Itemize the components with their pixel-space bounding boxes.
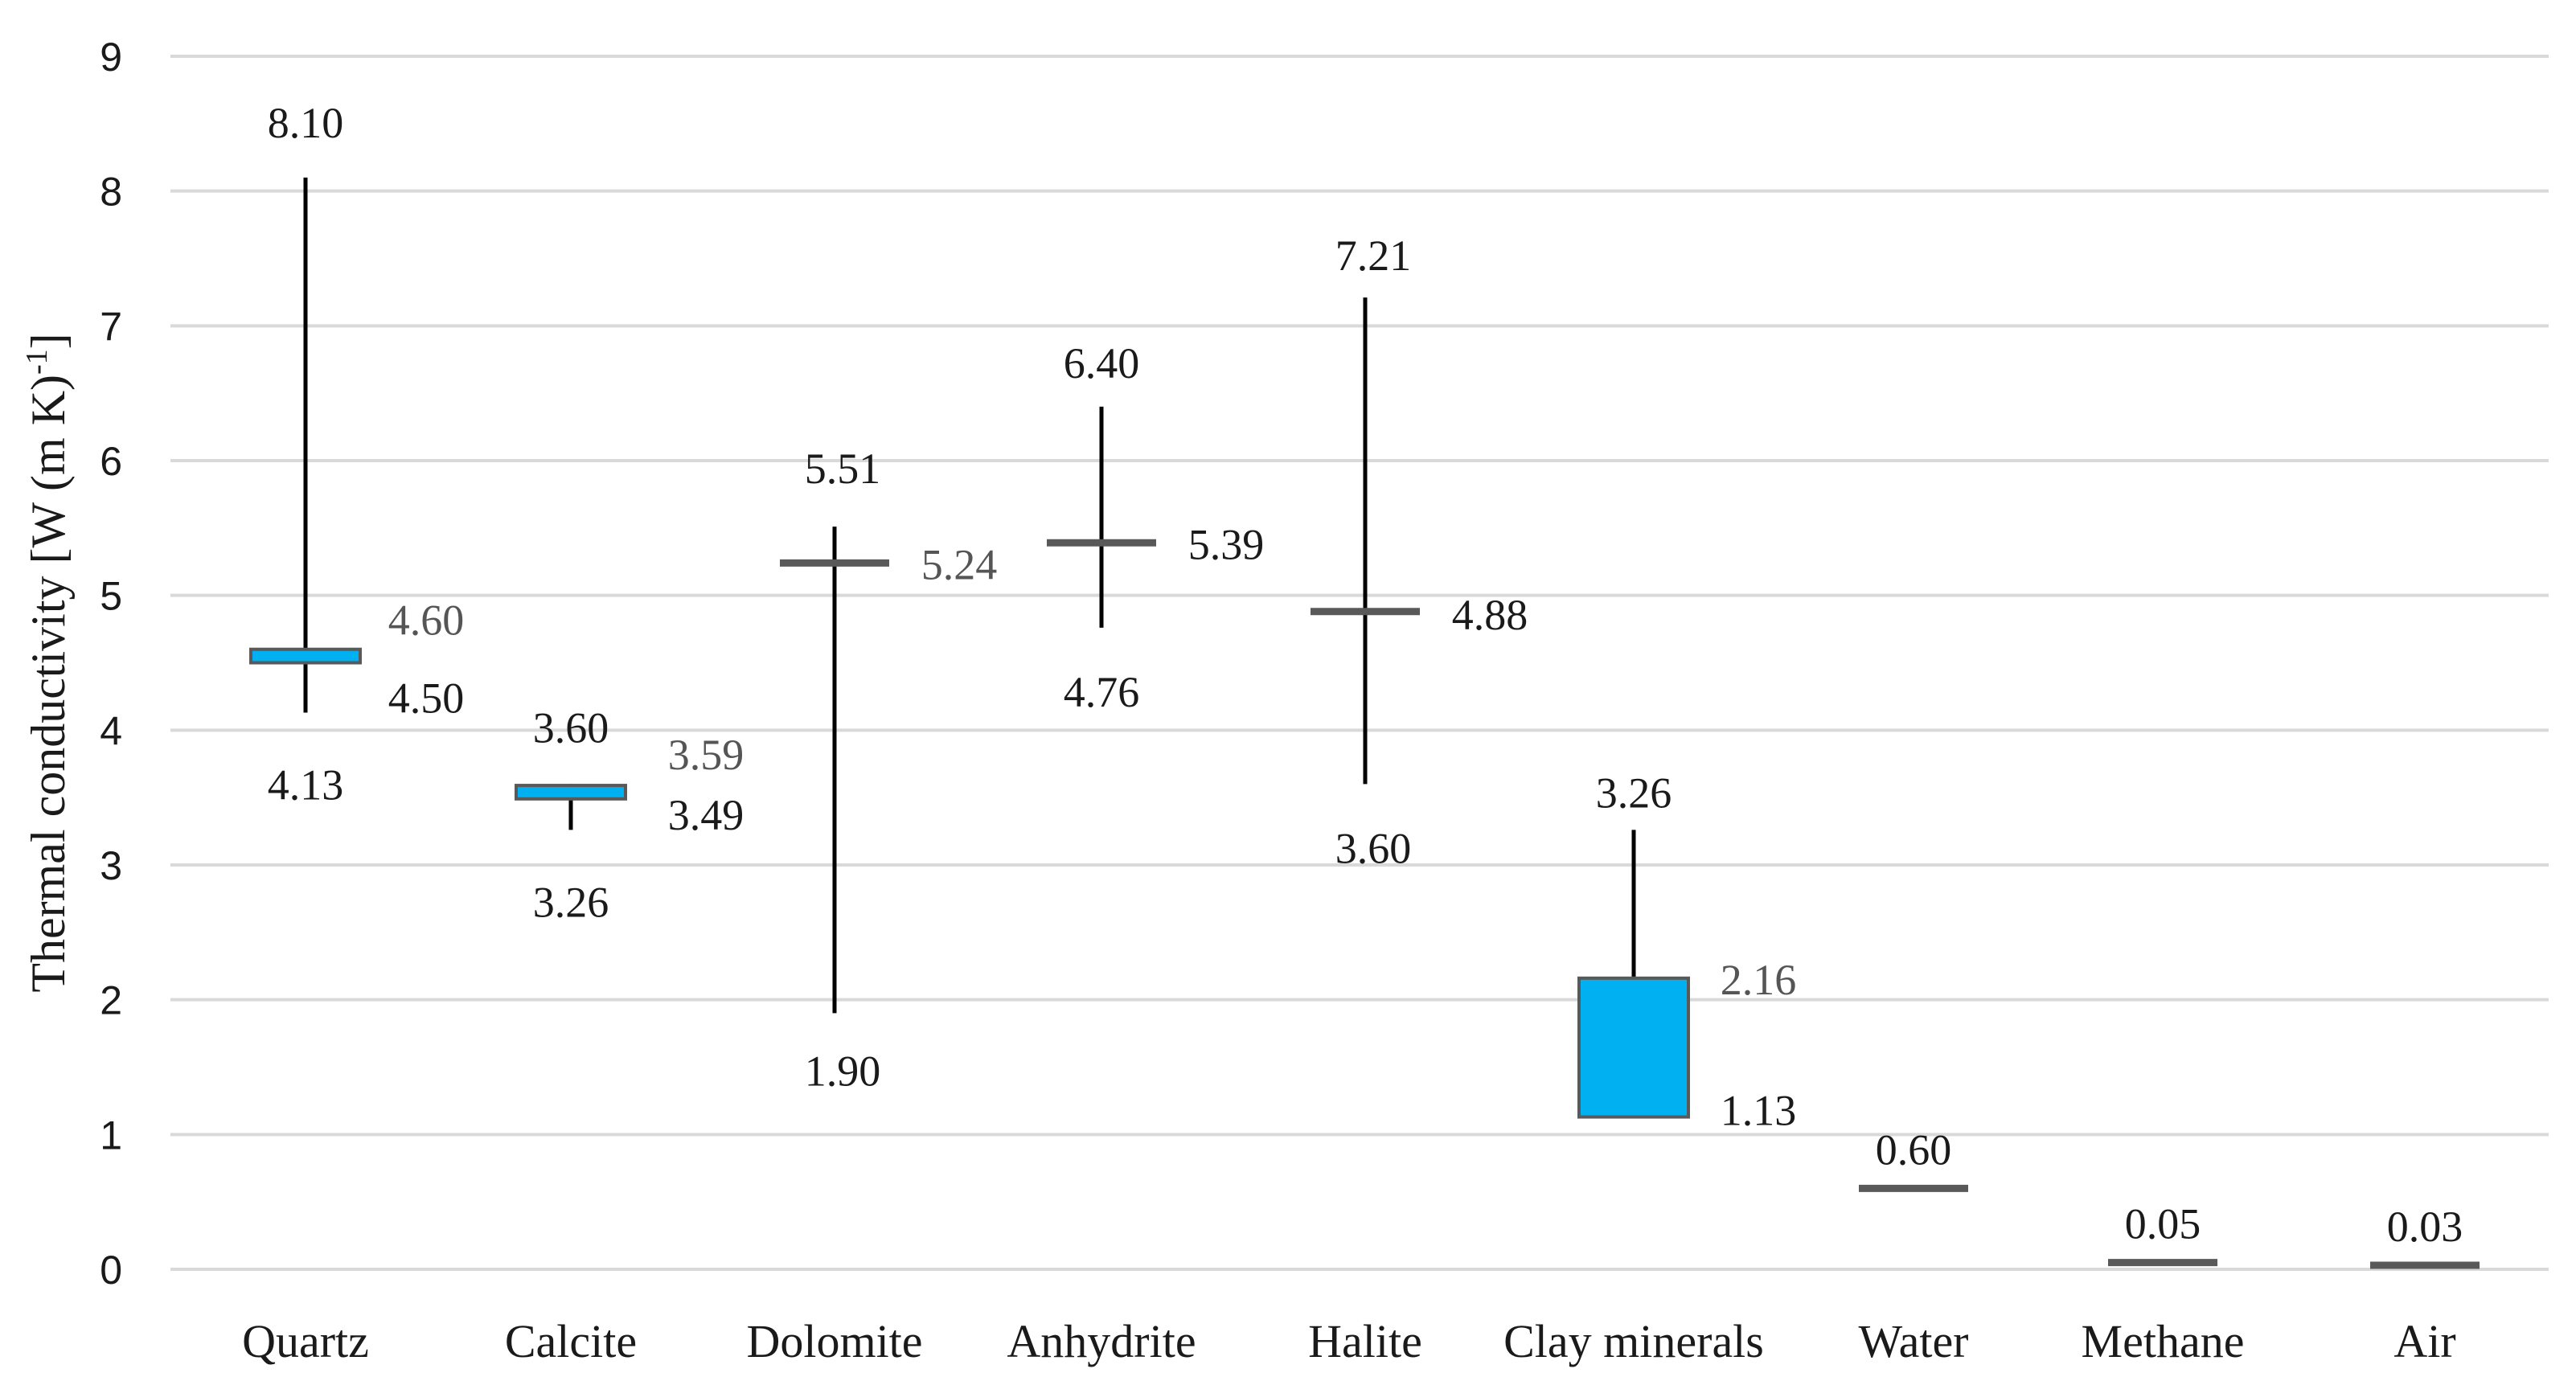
data-label-halite-median: 4.88 [1452, 591, 1528, 639]
box-anhydrite: 6.40 5.39 4.76 [1047, 339, 1264, 716]
data-label-quartz-min: 4.13 [268, 761, 344, 809]
box-rect-clay-minerals [1577, 976, 1690, 1119]
box-methane: 0.05 [2108, 1200, 2217, 1267]
data-label-clay-minerals-q3: 2.16 [1721, 956, 1797, 1004]
data-label-quartz-q3: 4.60 [388, 596, 465, 645]
y-axis-title-superscript: -1 [20, 349, 54, 375]
y-tick-label: 4 [100, 708, 122, 753]
box-dolomite: 5.51 5.24 1.90 [780, 445, 997, 1095]
data-label-calcite-max: 3.60 [533, 703, 609, 752]
data-label-anhydrite-median: 5.39 [1188, 520, 1265, 568]
box-clay-minerals: 3.26 2.16 1.13 [1577, 768, 1797, 1135]
y-tick-label: 9 [100, 35, 122, 80]
box-rect-quartz [249, 647, 362, 665]
y-tick-label: 7 [100, 304, 122, 349]
data-label-dolomite-median: 5.24 [921, 540, 998, 588]
x-tick-label-air: Air [2393, 1315, 2455, 1367]
data-label-clay-minerals-max: 3.26 [1596, 768, 1672, 817]
y-axis-title-tail: ] [22, 333, 75, 349]
y-tick-label: 5 [100, 574, 122, 619]
data-label-water-median: 0.60 [1876, 1125, 1952, 1174]
x-tick-label-methane: Methane [2082, 1315, 2245, 1367]
y-tick-label: 6 [100, 439, 122, 484]
y-axis-title-text: Thermal conductivity [W (m K) [22, 375, 75, 993]
data-label-clay-minerals-q1: 1.13 [1721, 1087, 1797, 1135]
data-label-calcite-q3: 3.59 [668, 731, 744, 779]
data-label-dolomite-max: 5.51 [805, 445, 881, 493]
y-tick-label: 1 [100, 1113, 122, 1158]
y-tick-label: 0 [100, 1248, 122, 1293]
data-label-anhydrite-min: 4.76 [1064, 668, 1140, 716]
data-label-anhydrite-max: 6.40 [1064, 339, 1140, 387]
x-tick-label-halite: Halite [1308, 1315, 1422, 1367]
data-label-halite-min: 3.60 [1335, 824, 1412, 872]
data-label-dolomite-min: 1.90 [805, 1047, 881, 1095]
data-label-calcite-min: 3.26 [533, 878, 609, 926]
data-label-halite-max: 7.21 [1335, 232, 1412, 280]
x-tick-label-anhydrite: Anhydrite [1007, 1315, 1196, 1367]
data-label-calcite-q1: 3.49 [668, 791, 744, 839]
y-tick-label: 8 [100, 170, 122, 215]
box-marks: 8.10 4.60 4.50 4.13 3.60 3.59 3.49 3.26 5.51 5.24… [249, 99, 2480, 1269]
data-label-methane-median: 0.05 [2125, 1200, 2201, 1248]
x-axis-labels: Quartz Calcite Dolomite Anhydrite Halite Clay… [242, 1315, 2456, 1367]
gridlines [170, 55, 2549, 1271]
box-water: 0.60 [1859, 1125, 1968, 1192]
y-tick-label: 2 [100, 978, 122, 1023]
box-air: 0.03 [2370, 1203, 2480, 1269]
box-rect-calcite [515, 784, 627, 801]
box-halite: 7.21 4.88 3.60 [1311, 232, 1528, 872]
data-label-air-median: 0.03 [2387, 1203, 2463, 1251]
x-tick-label-calcite: Calcite [505, 1315, 637, 1367]
box-calcite: 3.60 3.59 3.49 3.26 [515, 703, 744, 926]
x-tick-label-clay-minerals: Clay minerals [1503, 1315, 1764, 1367]
y-axis-title: Thermal conductivity [W (m K)-1] [20, 333, 75, 992]
y-axis-ticks: 0 1 2 3 4 5 6 7 8 9 [100, 35, 122, 1293]
data-label-quartz-q1: 4.50 [388, 674, 465, 723]
data-label-quartz-max: 8.10 [268, 99, 344, 147]
x-tick-label-water: Water [1858, 1315, 1968, 1367]
y-tick-label: 3 [100, 843, 122, 888]
x-tick-label-dolomite: Dolomite [746, 1315, 922, 1367]
x-tick-label-quartz: Quartz [242, 1315, 369, 1367]
box-quartz: 8.10 4.60 4.50 4.13 [249, 99, 465, 809]
